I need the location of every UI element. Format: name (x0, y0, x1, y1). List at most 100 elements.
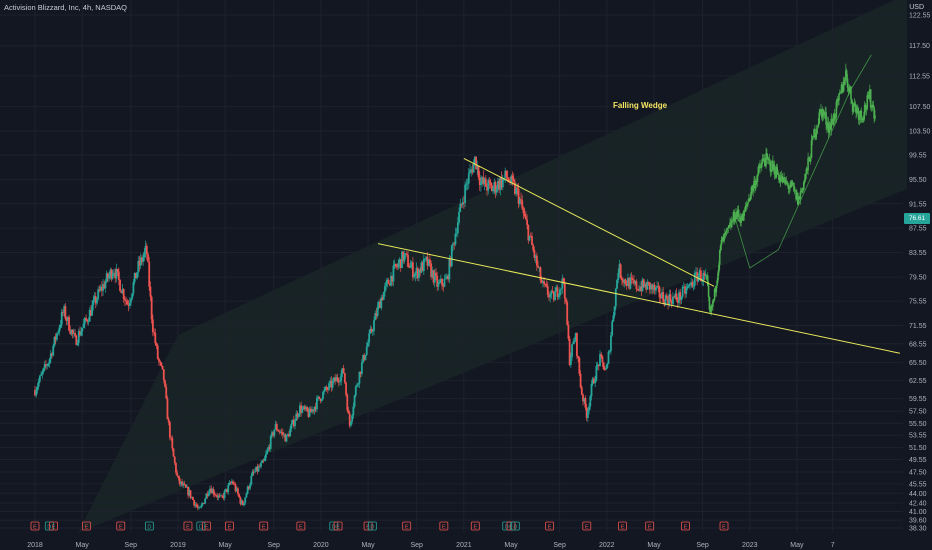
candle-body (613, 306, 616, 316)
candle-body (699, 270, 702, 282)
projection-body (752, 185, 754, 192)
projection-body (713, 288, 716, 300)
candle-body (573, 340, 576, 342)
candle-body (190, 497, 193, 498)
candle-body (458, 211, 460, 223)
candle-body (664, 295, 667, 306)
event-marker (470, 521, 480, 531)
projection-body (769, 160, 772, 172)
projection-body (856, 108, 858, 114)
candle-body (238, 494, 241, 498)
candle-body (463, 202, 465, 204)
candle-body (375, 313, 378, 316)
projection-curve (735, 54, 872, 269)
candle-body (488, 180, 491, 183)
candle-body (526, 219, 529, 226)
projection-body (780, 175, 783, 178)
candle-body (390, 275, 392, 286)
candle-body (360, 362, 363, 374)
candle-body (121, 289, 124, 294)
event-marker (363, 521, 373, 531)
candle-body (641, 279, 644, 291)
candle-body (70, 329, 73, 334)
candle-body (482, 177, 485, 184)
time-tick-label: 2018 (27, 542, 43, 549)
candle-body (471, 169, 474, 173)
candle-body (459, 203, 462, 212)
candle-body (339, 381, 341, 383)
event-marker (329, 521, 339, 531)
candle-body (365, 346, 368, 355)
candle-body (334, 377, 337, 382)
projection-body (762, 158, 765, 160)
candle-body (657, 285, 660, 288)
candle-body (142, 256, 145, 262)
candle-body (466, 183, 469, 185)
candle-body (290, 423, 293, 429)
candle-body (576, 333, 578, 356)
time-tick-label: Sep (553, 542, 566, 549)
price-axis[interactable]: 122.55 117.50 112.55 107.50 103.50 99.55 95.50… (909, 13, 931, 533)
event-marker (439, 521, 449, 531)
candle-body (341, 368, 344, 374)
candle-body (79, 331, 81, 336)
event-marker-label: D (147, 524, 151, 530)
projection-body (862, 118, 864, 121)
candle-body (194, 504, 197, 506)
candle-body (695, 272, 697, 274)
candle-body (435, 272, 437, 276)
candle-body (588, 406, 590, 411)
candle-body (373, 320, 375, 331)
candle-body (610, 335, 612, 351)
candle-body (196, 506, 199, 508)
time-tick-label: 2021 (456, 542, 472, 549)
candle-body (504, 170, 507, 178)
falling-wedge-lines[interactable] (377, 157, 900, 354)
event-marker (645, 521, 655, 531)
candle-body (645, 284, 648, 290)
candle-body (202, 503, 205, 505)
time-axis[interactable]: 2018 May Sep 2019 May Sep 2020 May Sep 2021 May Sep… (27, 542, 835, 549)
falling-wedge-label[interactable]: Falling Wedge (613, 101, 668, 110)
projection-body (812, 136, 815, 138)
candle-body (483, 178, 486, 184)
candle-body (500, 177, 503, 188)
projection-body (712, 299, 715, 302)
projection-body (808, 157, 810, 159)
projection-body (754, 181, 757, 189)
candle-body (600, 354, 603, 357)
candle-body (563, 282, 566, 299)
projection-body (725, 229, 728, 232)
wedge-upper-line (463, 157, 715, 287)
candle-body (274, 423, 277, 430)
event-marker-label: E (228, 524, 232, 530)
candle-body (509, 182, 511, 184)
candle-body (685, 288, 688, 294)
projection-body (868, 95, 870, 99)
candle-body (346, 394, 349, 411)
candle-body (136, 272, 138, 279)
candle-body (646, 281, 649, 290)
projection-body (845, 70, 848, 79)
projection-body (810, 140, 813, 158)
candle-body (684, 286, 686, 294)
event-marker-label: E (186, 524, 190, 530)
candle-body (246, 486, 249, 494)
candle-body (350, 421, 352, 426)
candle-body (691, 282, 694, 287)
candle-body (119, 279, 121, 292)
candle-body (543, 281, 546, 285)
projection-body (712, 301, 714, 307)
candle-body (454, 233, 457, 245)
candle-body (618, 264, 621, 274)
candle-body (144, 245, 147, 252)
candle-body (72, 333, 75, 334)
candle-body (102, 284, 104, 291)
projection-body (777, 174, 779, 175)
candle-body (317, 396, 320, 399)
candle-body (453, 243, 456, 245)
candle-body (107, 273, 109, 279)
candle-body (464, 184, 467, 203)
